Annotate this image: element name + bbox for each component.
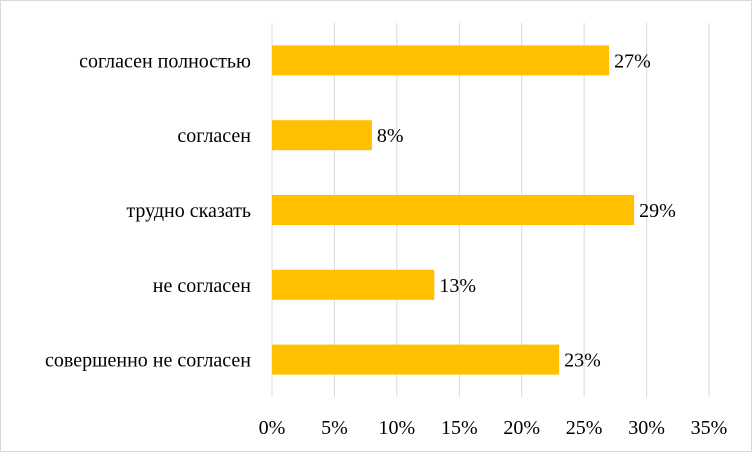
data-label: 23% <box>564 350 601 372</box>
x-tick-label: 15% <box>441 417 478 439</box>
x-tick-label: 35% <box>691 417 728 439</box>
bar <box>272 45 610 76</box>
category-label: не согласен <box>153 275 252 297</box>
x-tick-label: 20% <box>503 417 540 439</box>
category-label: совершенно не согласен <box>45 350 251 372</box>
category-label: согласен полностью <box>79 50 251 72</box>
x-tick-label: 30% <box>628 417 665 439</box>
data-label: 27% <box>614 50 651 72</box>
bar <box>272 344 560 375</box>
data-label: 8% <box>377 125 404 147</box>
x-tick-label: 25% <box>566 417 603 439</box>
x-tick-label: 5% <box>321 417 348 439</box>
category-label: трудно сказать <box>126 200 251 222</box>
data-label: 29% <box>639 200 676 222</box>
x-tick-label: 0% <box>259 417 286 439</box>
category-label: согласен <box>177 125 251 147</box>
x-tick-labels: 0% 5% 10% 15% 20% 25% 30% 35% <box>259 417 728 439</box>
bar <box>272 195 635 225</box>
x-tick-label: 10% <box>379 417 416 439</box>
data-label: 13% <box>439 275 476 297</box>
category-labels: согласен полностью согласен трудно сказать… <box>45 50 251 371</box>
bars <box>272 45 635 375</box>
bar <box>272 269 435 300</box>
bar <box>272 120 372 151</box>
data-labels: 27% 8% 29% 13% 23% <box>377 50 676 371</box>
